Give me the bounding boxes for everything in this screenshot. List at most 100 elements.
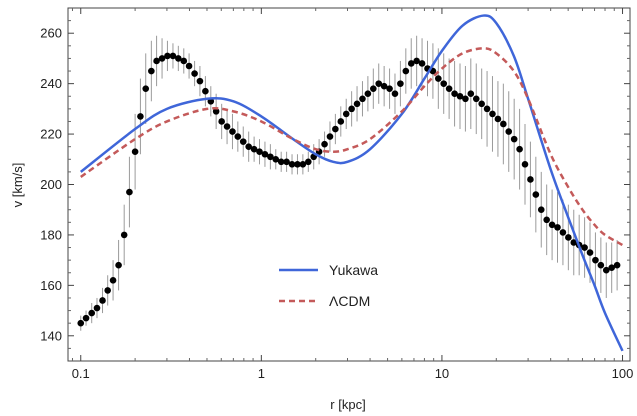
y-tick-label: 160 [40,278,62,293]
data-point [164,52,171,60]
data-point [353,100,361,108]
data-point [267,153,274,161]
data-point [456,92,464,100]
data-point [332,125,339,133]
data-point [586,249,594,256]
data-point [256,148,263,156]
data-point [440,80,448,87]
y-tick-label: 180 [40,227,62,242]
data-point [608,264,615,272]
data-point [229,128,236,135]
data-point [554,224,561,231]
data-point [212,108,220,115]
y-tick-label: 220 [40,127,62,142]
data-point [261,150,269,158]
data-point [348,105,355,113]
data-point [435,75,442,82]
y-axis-label: v [km/s] [10,163,25,208]
error-bars [80,35,618,331]
data-point [115,261,122,269]
data-point [234,133,242,140]
legend-lcdm-label: ΛCDM [329,293,370,309]
data-point [370,85,377,92]
data-point [472,95,480,103]
data-point [239,138,247,145]
data-point [202,87,209,95]
data-point [597,261,605,269]
x-tick-label: 1 [258,366,265,381]
data-point [548,221,556,229]
data-point [467,90,475,98]
data-point [93,304,101,312]
data-point [537,206,545,214]
data-point [386,85,393,92]
data-point [516,145,523,153]
data-point [462,95,469,103]
data-point [294,161,301,168]
data-point [137,113,144,120]
data-point [494,115,502,123]
data-point [391,90,399,98]
data-point [532,191,540,198]
data-point [99,297,106,304]
data-point [180,57,188,65]
y-tick-label: 260 [40,26,62,41]
y-tick-label: 140 [40,328,62,343]
data-point [337,118,345,125]
yukawa-curve [79,14,624,352]
data-point [104,287,111,294]
data-point [299,161,307,168]
data-point [489,110,496,118]
data-point [451,90,458,98]
data-point [592,256,599,264]
data-point [120,231,128,239]
data-point [142,85,150,92]
data-point [364,90,372,98]
x-tick-label: 100 [612,366,634,381]
data-point [505,128,513,135]
data-point [283,158,290,166]
data-point [521,161,529,168]
data-point [380,82,388,90]
data-point [175,55,182,62]
data-point [185,62,193,70]
data-point [570,239,578,246]
legend-yukawa-label: Yukawa [329,262,378,278]
data-point [527,176,534,183]
data-point [272,155,280,163]
data-point [148,67,155,75]
data-point [543,216,550,224]
data-point [581,244,588,251]
data-point [397,80,404,87]
data-point [565,234,572,241]
axis-ticks: 0.1 1 10 100 140 160 180 200 220 240 260 [40,8,633,381]
data-point [305,158,312,166]
data-point [288,161,296,168]
data-point [602,266,610,274]
data-point [131,148,139,156]
data-point [126,188,133,196]
data-point [77,319,85,327]
lcdm-curve [80,47,624,247]
data-point [158,55,166,62]
data-point [413,57,420,65]
data-point [559,229,567,236]
data-point [109,277,117,284]
data-point [500,120,507,128]
data-point [326,133,334,140]
data-points [77,52,621,327]
y-tick-label: 240 [40,76,62,91]
data-point [321,140,328,148]
data-point [245,143,252,150]
x-tick-label: 10 [435,366,449,381]
data-point [191,70,198,77]
data-point [407,60,415,67]
data-point [218,118,225,125]
x-tick-label: 0.1 [72,366,90,381]
model-curves [79,14,624,352]
data-point [510,135,518,143]
data-point [223,123,231,130]
data-point [277,158,285,166]
data-point [196,77,204,85]
